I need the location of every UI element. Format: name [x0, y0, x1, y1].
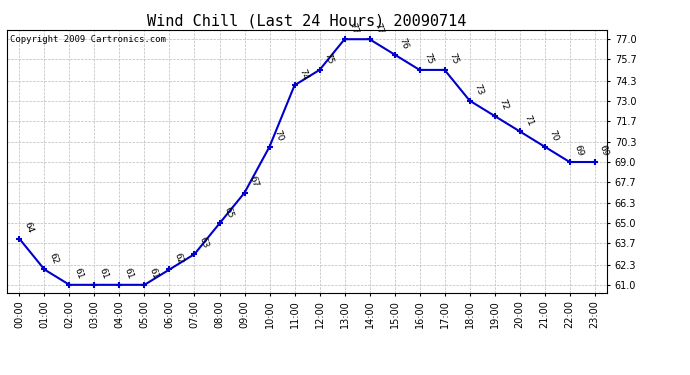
- Text: 76: 76: [397, 36, 410, 50]
- Text: 73: 73: [473, 82, 485, 96]
- Text: 69: 69: [573, 144, 585, 158]
- Text: 70: 70: [547, 129, 560, 142]
- Text: 61: 61: [147, 267, 159, 280]
- Text: 75: 75: [322, 52, 335, 66]
- Text: 63: 63: [197, 236, 210, 250]
- Text: Copyright 2009 Cartronics.com: Copyright 2009 Cartronics.com: [10, 35, 166, 44]
- Text: 64: 64: [22, 221, 34, 235]
- Text: 69: 69: [598, 144, 610, 158]
- Text: 75: 75: [422, 52, 435, 66]
- Text: 62: 62: [47, 252, 59, 265]
- Text: 70: 70: [273, 129, 285, 142]
- Text: 61: 61: [122, 267, 135, 280]
- Text: 75: 75: [447, 52, 460, 66]
- Text: 61: 61: [97, 267, 110, 280]
- Title: Wind Chill (Last 24 Hours) 20090714: Wind Chill (Last 24 Hours) 20090714: [148, 14, 466, 29]
- Text: 72: 72: [497, 98, 510, 112]
- Text: 71: 71: [522, 113, 535, 127]
- Text: 62: 62: [172, 252, 185, 265]
- Text: 77: 77: [373, 21, 385, 35]
- Text: 77: 77: [347, 21, 359, 35]
- Text: 65: 65: [222, 206, 235, 219]
- Text: 61: 61: [72, 267, 85, 280]
- Text: 67: 67: [247, 175, 259, 189]
- Text: 74: 74: [297, 68, 310, 81]
